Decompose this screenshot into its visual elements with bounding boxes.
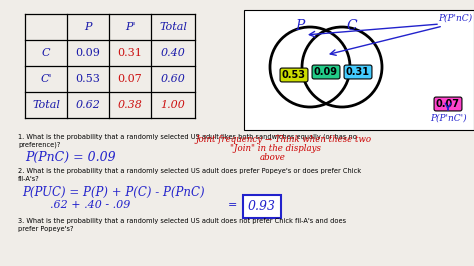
Text: 0.40: 0.40: [161, 48, 185, 58]
Text: P: P: [295, 19, 305, 33]
Text: P(PUC) = P(P) + P(C) - P(PnC): P(PUC) = P(P) + P(C) - P(PnC): [22, 186, 205, 199]
Text: C': C': [40, 74, 52, 84]
Text: 0.53: 0.53: [75, 74, 100, 84]
Text: P(PnC) = 0.09: P(PnC) = 0.09: [25, 151, 116, 164]
Text: 0.93: 0.93: [248, 200, 276, 213]
Text: .62 + .40 - .09: .62 + .40 - .09: [50, 200, 130, 210]
Bar: [244, 10, 474, 130]
Text: Joint frequency → Think when these two: Joint frequency → Think when these two: [195, 135, 371, 144]
Text: 2. What is the probability that a randomly selected US adult does prefer Popeye': 2. What is the probability that a random…: [18, 168, 361, 174]
Text: 1. What is the probability that a randomly selected US adult likes both sandwich: 1. What is the probability that a random…: [18, 133, 357, 139]
Text: 1.00: 1.00: [161, 100, 185, 110]
Text: fil-A's?: fil-A's?: [18, 176, 40, 182]
Text: 0.53: 0.53: [282, 70, 306, 80]
Text: Total: Total: [159, 22, 187, 32]
Text: 0.09: 0.09: [314, 67, 338, 77]
Text: 0.31: 0.31: [346, 67, 370, 77]
Text: prefer Popeye's?: prefer Popeye's?: [18, 226, 73, 232]
Text: 0.07: 0.07: [118, 74, 142, 84]
Text: 0.09: 0.09: [75, 48, 100, 58]
Text: Total: Total: [32, 100, 60, 110]
Text: P: P: [84, 22, 92, 32]
Text: 0.31: 0.31: [118, 48, 143, 58]
Text: =: =: [228, 200, 237, 210]
Text: P': P': [125, 22, 135, 32]
Text: 0.62: 0.62: [75, 100, 100, 110]
Text: "Join" in the displays: "Join" in the displays: [230, 144, 321, 153]
Text: 0.38: 0.38: [118, 100, 143, 110]
Text: above: above: [260, 153, 286, 162]
Text: C: C: [42, 48, 50, 58]
Text: P(P'nC'): P(P'nC'): [430, 114, 466, 123]
Text: preference)?: preference)?: [18, 141, 60, 148]
Text: 0.07: 0.07: [436, 99, 460, 109]
Text: C: C: [346, 19, 357, 33]
Text: 3. What is the probability that a randomly selected US adult does not prefer Chi: 3. What is the probability that a random…: [18, 218, 346, 224]
Text: P(P'nC): P(P'nC): [438, 14, 472, 23]
Text: 0.60: 0.60: [161, 74, 185, 84]
